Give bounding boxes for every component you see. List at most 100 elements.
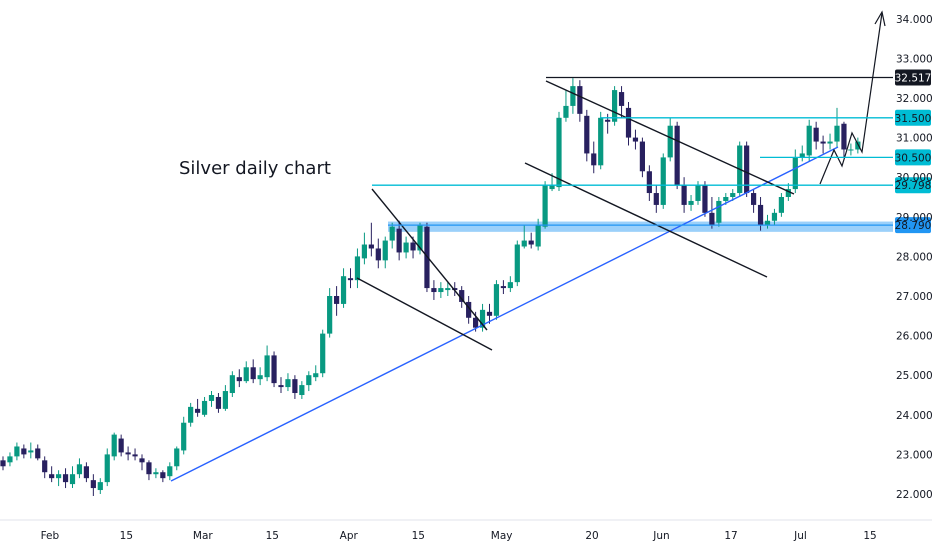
candle-body (355, 256, 360, 280)
candle-body (195, 409, 200, 413)
candle-body (605, 120, 610, 122)
x-tick-label: 15 (863, 530, 876, 542)
y-tick-label: 23.000 (896, 449, 932, 461)
candle-body (779, 197, 784, 213)
candle-body (348, 278, 353, 280)
candle-body (626, 108, 631, 138)
candle-body (508, 282, 513, 288)
candle (494, 280, 499, 320)
candle-body (404, 243, 409, 253)
candle-body (167, 466, 172, 476)
chart-title: Silver daily chart (179, 158, 331, 179)
candle-body (556, 118, 561, 187)
candle-body (598, 118, 603, 166)
candle-body (341, 276, 346, 304)
candle-body (730, 193, 735, 197)
candle-body (362, 245, 367, 259)
candle-body (668, 126, 673, 158)
candle (807, 120, 812, 162)
x-tick-label: May (491, 530, 513, 542)
candle-body (56, 474, 61, 478)
y-tick-label: 28.000 (896, 251, 932, 263)
candle-body (84, 466, 89, 478)
candle-body (827, 142, 832, 144)
candle-body (577, 86, 582, 114)
candle-body (675, 126, 680, 185)
candle-body (570, 86, 575, 106)
candle-body (42, 460, 47, 472)
candle (612, 86, 617, 126)
y-tick-label: 34.000 (896, 14, 932, 26)
candle-body (188, 407, 193, 423)
candle-body (0, 460, 5, 466)
candle (112, 433, 117, 461)
candle-body (292, 379, 297, 393)
candle-body (320, 334, 325, 374)
candle-body (841, 124, 846, 150)
x-tick-label: 15 (266, 530, 279, 542)
candle-body (612, 90, 617, 122)
candle-body (529, 241, 534, 245)
x-tick-label: Apr (340, 530, 359, 542)
candle-body (49, 474, 54, 478)
candle-body (306, 375, 311, 385)
candle-body (14, 446, 19, 456)
candle-body (98, 482, 103, 490)
x-tick-label: 17 (724, 530, 737, 542)
candle-body (376, 248, 381, 260)
candle-body (271, 355, 276, 383)
candle-body (77, 464, 82, 474)
candle-body (28, 450, 33, 452)
candle-body (758, 205, 763, 225)
y-tick-label: 30.000 (896, 172, 932, 184)
candle (744, 142, 749, 197)
candle-body (230, 375, 235, 393)
level-label: 32.517 (895, 73, 932, 85)
candle-body (591, 153, 596, 165)
candle-body (126, 452, 131, 454)
candle-body (63, 474, 68, 482)
candle-body (723, 197, 728, 201)
candle-body (563, 106, 568, 118)
candle-body (146, 462, 151, 474)
candle-body (543, 185, 548, 227)
candle-body (536, 225, 541, 247)
y-tick-label: 25.000 (896, 370, 932, 382)
candle (271, 351, 276, 387)
candle-body (445, 288, 450, 290)
support-zone-band (388, 222, 893, 232)
candle-body (105, 454, 110, 482)
candle-body (334, 296, 339, 304)
candle-body (814, 128, 819, 142)
x-tick-label: Jun (652, 530, 669, 542)
candle-body (494, 284, 499, 316)
candle-body (647, 171, 652, 193)
candle-body (431, 288, 436, 292)
candle-body (70, 474, 75, 484)
level-label: 31.500 (895, 113, 932, 125)
candle-body (709, 213, 714, 225)
candle-body (174, 448, 179, 466)
candle-body (237, 377, 242, 381)
candle-body (619, 92, 624, 106)
candle-body (119, 439, 124, 453)
candle-body (383, 241, 388, 261)
candle (320, 330, 325, 378)
candle-body (258, 375, 263, 379)
x-tick-label: Feb (41, 530, 60, 542)
candle-body (501, 286, 506, 288)
candle-body (515, 245, 520, 283)
candle-body (21, 448, 26, 454)
candle-body (751, 193, 756, 205)
candle (515, 241, 520, 287)
candle (598, 112, 603, 169)
candle-body (438, 288, 443, 292)
candle-body (807, 126, 812, 156)
candle-body (522, 241, 527, 247)
candle-body (487, 312, 492, 316)
candle-body (369, 245, 374, 249)
candle-body (765, 221, 770, 225)
candle (661, 153, 666, 208)
